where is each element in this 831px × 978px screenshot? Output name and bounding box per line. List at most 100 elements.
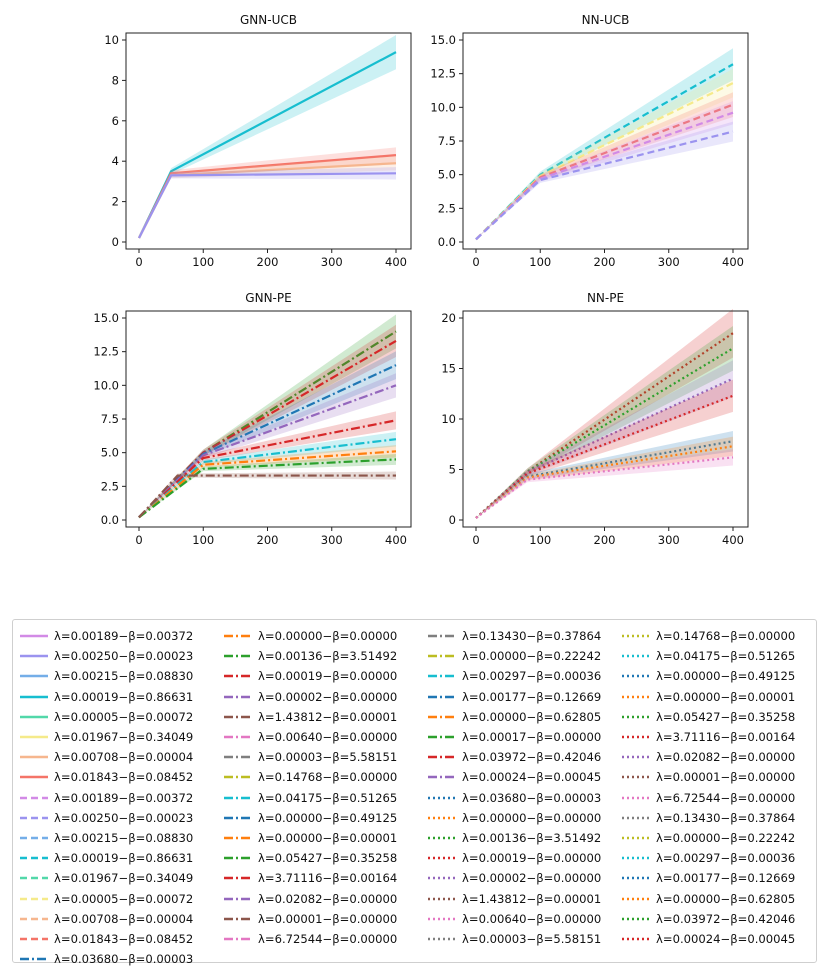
legend-label: λ=0.00215−β=0.08830 (54, 669, 194, 684)
legend-swatch (224, 816, 252, 819)
confidence-band (139, 324, 396, 518)
confidence-band (476, 121, 733, 240)
x-tick-label: 200 (257, 533, 279, 547)
legend-label: λ=0.00136−β=3.51492 (462, 830, 602, 845)
legend-entry: λ=0.00003−β=5.58151 (427, 929, 601, 949)
y-tick-label: 20 (441, 311, 456, 325)
legend-label: λ=0.00019−β=0.86631 (54, 851, 194, 866)
series-line (475, 82, 734, 241)
legend-swatch (20, 897, 48, 900)
legend-entry: λ=0.13430−β=0.37864 (621, 808, 795, 828)
legend-label: λ=0.00708−β=0.00004 (54, 911, 194, 926)
legend-swatch (224, 695, 252, 698)
legend-entry: λ=0.03680−β=0.00003 (427, 788, 601, 808)
legend-entry: λ=0.03680−β=0.00003 (19, 949, 193, 969)
confidence-band (139, 35, 396, 238)
legend-entry: λ=0.01967−β=0.34049 (19, 868, 193, 888)
y-tick-label: 5.0 (438, 168, 456, 182)
legend-swatch (622, 937, 650, 941)
legend-label: λ=0.01967−β=0.34049 (54, 871, 194, 886)
x-tick-label: 100 (192, 533, 214, 547)
legend-label: λ=0.00000−β=0.00001 (258, 830, 398, 845)
x-tick-label: 0 (472, 533, 479, 547)
x-tick-label: 300 (658, 255, 680, 269)
subplot-title: GNN-PE (245, 291, 291, 305)
legend-label: λ=0.02082−β=0.00000 (258, 891, 398, 906)
legend-swatch (428, 816, 456, 819)
legend-entry: λ=0.01967−β=0.34049 (19, 727, 193, 747)
y-tick-label: 8 (112, 73, 119, 87)
legend-entry: λ=0.00000−β=0.00000 (223, 626, 397, 646)
legend-entry: λ=6.72544−β=0.00000 (621, 788, 795, 808)
subplot-title: NN-PE (587, 291, 624, 305)
legend-label: λ=0.00019−β=0.86631 (54, 689, 194, 704)
legend-swatch (622, 897, 650, 900)
legend-swatch (20, 957, 48, 961)
y-tick-label: 10 (104, 33, 119, 47)
legend-entry: λ=0.05427−β=0.35258 (223, 848, 397, 868)
legend-entry: λ=0.00136−β=3.51492 (427, 828, 601, 848)
legend-swatch (622, 655, 650, 658)
legend-swatch (224, 634, 252, 638)
x-tick-label: 100 (529, 255, 551, 269)
legend-entry: λ=0.01843−β=0.08452 (19, 929, 193, 949)
legend-entry: λ=0.00003−β=5.58151 (223, 747, 397, 767)
legend-label: λ=0.00136−β=3.51492 (258, 649, 398, 664)
legend-label: λ=0.00297−β=0.00036 (462, 669, 602, 684)
y-tick-label: 0 (449, 513, 456, 527)
legend-entry: λ=0.00000−β=0.49125 (621, 666, 795, 686)
confidence-band (476, 379, 733, 518)
y-tick-label: 15 (441, 362, 456, 376)
x-tick-label: 300 (321, 255, 343, 269)
legend-entry: λ=0.13430−β=0.37864 (427, 626, 601, 646)
legend-swatch (20, 836, 48, 840)
legend-label: λ=0.00003−β=5.58151 (258, 750, 398, 765)
legend-entry: λ=0.00000−β=0.00001 (621, 687, 795, 707)
legend-label: λ=0.05427−β=0.35258 (656, 709, 796, 724)
x-tick-label: 0 (135, 533, 142, 547)
legend-label: λ=0.14768−β=0.00000 (258, 770, 398, 785)
legend-label: λ=0.03680−β=0.00003 (462, 790, 602, 805)
legend-entry: λ=0.00024−β=0.00045 (427, 767, 601, 787)
y-tick-label: 2.5 (438, 201, 456, 215)
legend-swatch (20, 655, 48, 658)
legend-swatch (622, 796, 650, 799)
y-tick-label: 10 (441, 412, 456, 426)
legend-label: λ=0.00000−β=0.22242 (462, 649, 602, 664)
legend-label: λ=0.00002−β=0.00000 (258, 689, 398, 704)
legend-label: λ=6.72544−β=0.00000 (258, 931, 398, 946)
legend-entry: λ=0.00215−β=0.08830 (19, 666, 193, 686)
x-tick-label: 200 (257, 255, 279, 269)
legend-entry: λ=3.71116−β=0.00164 (223, 868, 397, 888)
legend-label: λ=0.03680−β=0.00003 (54, 952, 194, 967)
legend-entry: λ=0.00000−β=0.00000 (427, 808, 601, 828)
legend-entry: λ=0.02082−β=0.00000 (223, 888, 397, 908)
legend-swatch (20, 695, 48, 698)
legend-swatch (622, 634, 650, 638)
confidence-band (139, 351, 396, 518)
legend-entry: λ=1.43812−β=0.00001 (223, 707, 397, 727)
legend-label: λ=0.00250−β=0.00023 (54, 810, 194, 825)
x-tick-label: 0 (472, 255, 479, 269)
legend-label: λ=0.00297−β=0.00036 (656, 851, 796, 866)
legend-column: λ=0.14768−β=0.00000 λ=0.04175−β=0.51265 λ=… (621, 626, 795, 949)
legend-entry: λ=0.00005−β=0.00072 (19, 707, 193, 727)
legend-label: λ=6.72544−β=0.00000 (656, 790, 796, 805)
legend-swatch (428, 917, 456, 920)
legend-swatch (428, 897, 456, 900)
legend-label: λ=0.14768−β=0.00000 (656, 629, 796, 644)
x-tick-label: 400 (385, 533, 407, 547)
legend-entry: λ=1.43812−β=0.00001 (427, 888, 601, 908)
x-tick-label: 100 (192, 255, 214, 269)
legend-entry: λ=0.00002−β=0.00000 (223, 687, 397, 707)
legend-swatch (622, 735, 650, 739)
legend-swatch (224, 675, 252, 678)
legend-entry: λ=6.72544−β=0.00000 (223, 929, 397, 949)
legend-label: λ=0.00000−β=0.00001 (656, 689, 796, 704)
legend-swatch (20, 816, 48, 819)
legend-entry: λ=0.00189−β=0.00372 (19, 626, 193, 646)
legend-entry: λ=0.00002−β=0.00000 (427, 868, 601, 888)
legend-entry: λ=0.00019−β=0.86631 (19, 848, 193, 868)
legend-swatch (20, 735, 48, 739)
confidence-band (476, 360, 733, 518)
